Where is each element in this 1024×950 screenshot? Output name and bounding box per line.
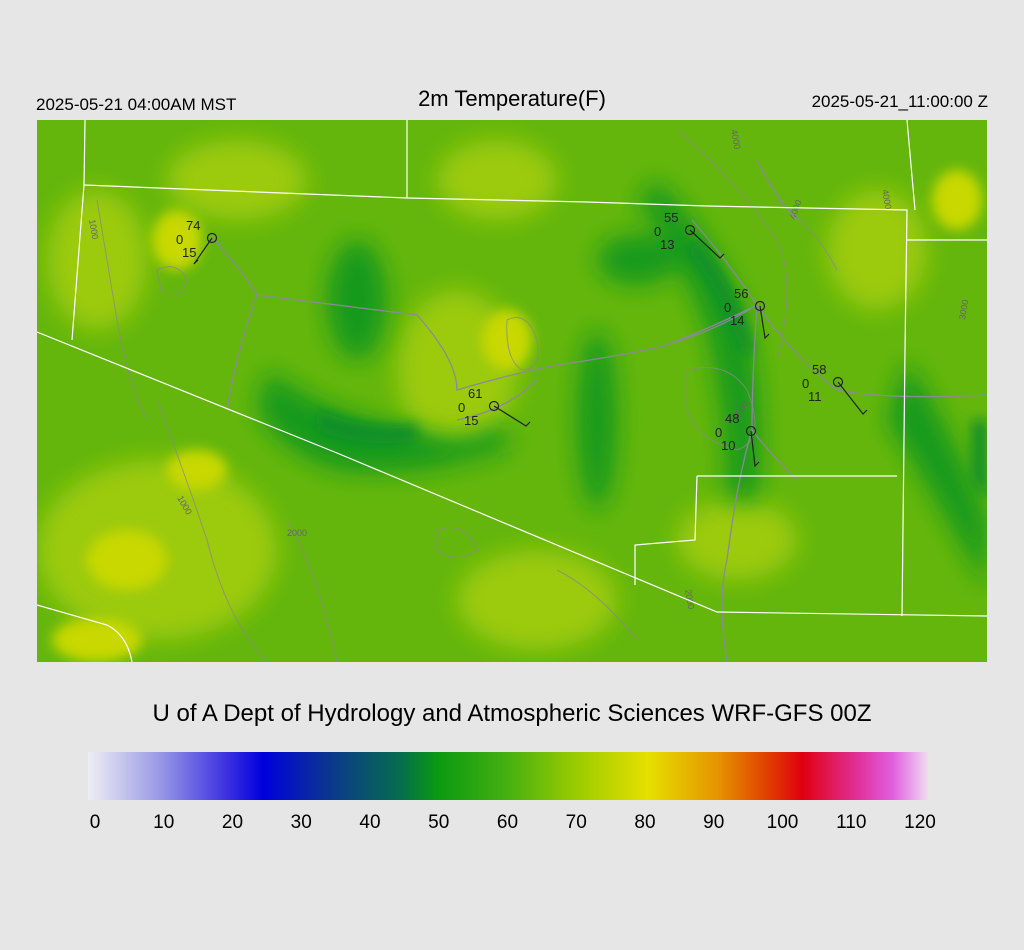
colorbar-tick-label: 90 [703, 812, 725, 833]
colorbar-tick-label: 0 [89, 812, 101, 833]
station-marker-icon [754, 300, 766, 312]
map-title: 2m Temperature(F) [418, 86, 606, 111]
colorbar-tick-label: 50 [428, 812, 450, 833]
station-cover: 0 [724, 300, 731, 315]
station-cover: 0 [654, 224, 661, 239]
contour-label: 1000 [87, 219, 100, 240]
contour-label: 4000 [880, 189, 893, 210]
temperature-colorbar [88, 752, 928, 800]
roads [211, 159, 987, 662]
colorbar-tick-label: 30 [290, 812, 312, 833]
temperature-map: 1000 1000 2000 4000 4000 2000 3000 4000 … [37, 120, 987, 662]
colorbar-tick-label: 80 [634, 812, 656, 833]
station-dewpoint: 11 [808, 389, 822, 404]
contour-label: 4000 [729, 129, 742, 150]
cool-valleys [257, 180, 987, 590]
colorbar-tick-label: 20 [221, 812, 244, 833]
station-dewpoint: 10 [721, 438, 735, 453]
station-dewpoint: 15 [182, 245, 196, 260]
station-dewpoint: 14 [730, 313, 744, 328]
wind-barb-icon [193, 237, 213, 265]
wind-barb-icon [837, 381, 868, 415]
colorbar-tick-label: 60 [496, 812, 519, 833]
station-marker-icon [488, 400, 500, 412]
deep-valleys [317, 240, 987, 500]
credit-line: U of A Dept of Hydrology and Atmospheric… [152, 700, 872, 727]
colorbar-tick-label: 70 [565, 812, 587, 833]
colorbar-ticks: 0 10 20 30 40 50 60 70 80 90 100 110 120 [0, 812, 1024, 840]
colorbar-tick-label: 40 [359, 812, 381, 833]
colorbar-tick-label: 100 [766, 812, 799, 833]
station-temperature: 58 [812, 362, 826, 377]
station-cover: 0 [176, 232, 183, 247]
contour-label: 2000 [683, 589, 696, 610]
station-marker-icon [684, 224, 696, 236]
station-marker-icon [206, 232, 218, 244]
station-cover: 0 [802, 376, 809, 391]
wind-barb-icon [689, 229, 725, 259]
station-temperature: 55 [664, 210, 678, 225]
boundaries [37, 120, 987, 662]
colorbar-tick-label: 110 [836, 812, 867, 833]
utc-time-label: 2025-05-21_11:00:00 Z [811, 92, 988, 111]
station-temperature: 48 [725, 411, 739, 426]
wind-barb-icon [759, 305, 770, 340]
wind-barb-icon [750, 430, 760, 468]
station-temperature: 74 [186, 218, 200, 233]
station-dewpoint: 15 [464, 413, 478, 428]
colorbar-tick-label: 120 [904, 812, 936, 833]
contour-label: 3000 [957, 299, 970, 320]
station-temperature: 56 [734, 286, 748, 301]
station-cover: 0 [458, 400, 465, 415]
colorbar-tick-label: 10 [153, 812, 175, 833]
contour-label: 2000 [287, 528, 307, 538]
station-temperature: 61 [468, 386, 482, 401]
station-marker-icon [832, 376, 844, 388]
station-dewpoint: 13 [660, 237, 674, 252]
wind-barb-icon [493, 405, 531, 427]
station-cover: 0 [715, 425, 722, 440]
hot-spots [52, 170, 982, 662]
local-time-label: 2025-05-21 04:00AM MST [36, 95, 237, 114]
